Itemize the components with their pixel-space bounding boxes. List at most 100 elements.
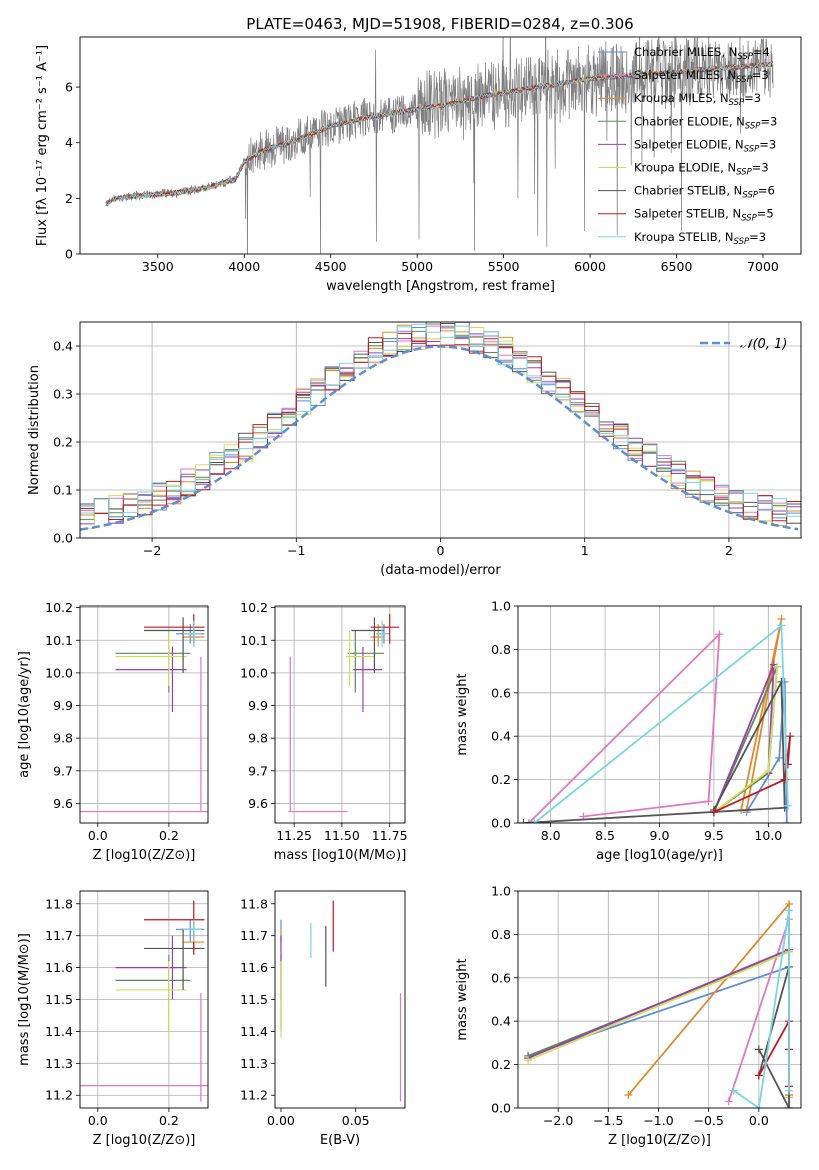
y-axis-label: mass weight <box>455 673 470 755</box>
axes-frame <box>517 890 802 1109</box>
legend-entry: Salpeter STELIB, NSSP=5 <box>634 207 774 224</box>
y-axis-label: Normed distribution <box>27 365 42 495</box>
x-axis-label: Z [log10(Z/Z⊙)] <box>608 1133 711 1148</box>
weight-line <box>758 966 790 1108</box>
y-tick-label: 0 <box>65 247 73 262</box>
weight-line <box>523 678 786 823</box>
y-tick-label: 1.0 <box>491 884 511 899</box>
axes-frame <box>517 605 802 824</box>
plot-area <box>105 37 774 254</box>
panel-weight_vs_age: 8.0 8.5 9.0 9.5 10.0 0.0 0.2 0.4 0.6 0.8 1.0 age [l… <box>455 599 802 863</box>
x-tick-label: −2 <box>143 543 161 558</box>
x-axis-label: Z [log10(Z/Z⊙)] <box>93 1133 196 1148</box>
y-axis-label: mass [log10(M/M⊙)] <box>17 933 32 1066</box>
axes-frame <box>274 890 406 1109</box>
y-tick-label: 11.3 <box>240 1056 268 1071</box>
y-tick-label: 9.9 <box>248 698 268 713</box>
x-axis-label: E(B-V) <box>320 1133 360 1148</box>
weight-marker <box>784 1104 793 1108</box>
observed-spectrum <box>105 37 774 254</box>
axes-frame <box>79 890 209 1109</box>
panel-spectrum: 3500 4000 4500 5000 5500 6000 6500 7000 0 2 4 6 wave… <box>35 36 802 294</box>
x-tick-label: 0 <box>437 543 445 558</box>
weight-marker <box>782 819 791 823</box>
legend-entry: Kroupa STELIB, NSSP=3 <box>634 230 766 247</box>
axes-frame <box>79 321 802 539</box>
x-tick-label: 11.50 <box>324 828 360 843</box>
y-tick-label: 0.4 <box>491 1014 511 1029</box>
y-tick-label: 11.6 <box>45 960 73 975</box>
y-tick-label: 0.6 <box>491 970 511 985</box>
y-tick-label: 11.4 <box>240 1024 268 1039</box>
x-tick-label: 11.75 <box>372 828 408 843</box>
x-axis-label: (data-model)/error <box>380 563 501 578</box>
y-tick-label: 0.2 <box>53 435 73 450</box>
y-tick-label: 11.8 <box>45 896 73 911</box>
weight-marker <box>729 1086 738 1095</box>
x-tick-label: 8.5 <box>595 828 615 843</box>
weight-marker <box>786 732 795 741</box>
y-tick-label: 10.0 <box>45 665 73 680</box>
x-tick-label: 4500 <box>315 259 347 274</box>
weight-marker <box>754 1104 763 1108</box>
weight-marker <box>724 1097 733 1106</box>
plot-area <box>280 900 402 1102</box>
y-tick-label: 9.8 <box>248 731 268 746</box>
legend-entry: 𝒩(0, 1) <box>740 337 787 352</box>
y-tick-label: 0.8 <box>491 927 511 942</box>
weight-line <box>733 910 790 1108</box>
weight-marker <box>783 801 792 810</box>
y-tick-label: 1.0 <box>491 599 511 614</box>
y-tick-label: 2 <box>65 191 73 206</box>
y-tick-label: 11.5 <box>45 992 73 1007</box>
x-tick-label: 11.25 <box>276 828 312 843</box>
weight-marker <box>530 819 539 823</box>
y-tick-label: 11.7 <box>240 928 268 943</box>
y-tick-label: 4 <box>65 135 73 150</box>
x-tick-label: 7000 <box>747 259 779 274</box>
y-tick-label: 0.1 <box>53 483 73 498</box>
x-tick-label: 9.0 <box>650 828 670 843</box>
x-tick-label: 0.00 <box>267 1113 295 1128</box>
x-tick-label: 0.0 <box>88 828 108 843</box>
y-tick-label: 11.4 <box>45 1024 73 1039</box>
y-tick-label: 10.2 <box>45 600 73 615</box>
y-tick-label: 11.6 <box>240 960 268 975</box>
weight-marker <box>704 797 713 806</box>
x-tick-label: −0.5 <box>693 1113 723 1128</box>
y-tick-label: 10.1 <box>240 633 268 648</box>
x-tick-label: 2 <box>725 543 733 558</box>
legend-entry: Chabrier MILES, NSSP=4 <box>634 45 770 62</box>
axes-frame <box>79 36 802 255</box>
x-tick-label: −1.0 <box>643 1113 673 1128</box>
y-tick-label: 10.2 <box>240 600 268 615</box>
x-tick-label: 5500 <box>488 259 520 274</box>
weight-marker <box>764 766 773 775</box>
x-tick-label: 0.2 <box>159 828 179 843</box>
x-axis-label: wavelength [Angstrom, rest frame] <box>326 279 555 294</box>
x-tick-label: 1 <box>581 543 589 558</box>
y-tick-label: 9.7 <box>248 763 268 778</box>
weight-line <box>528 631 721 823</box>
weight-marker <box>754 1045 763 1054</box>
x-tick-label: 0.2 <box>159 1113 179 1128</box>
x-tick-label: 6500 <box>661 259 693 274</box>
weight-marker <box>784 906 793 915</box>
model-spectrum <box>105 61 774 203</box>
panel-mass_vs_Z: 0.0 0.2 11.2 11.3 11.4 11.5 11.6 11.7 11.8 Z [log… <box>17 890 209 1148</box>
panel-residuals: −2 −1 0 1 2 0.0 0.1 0.2 0.3 0.4 (data-model)/error… <box>27 321 802 578</box>
plot-area <box>80 606 208 823</box>
y-tick-label: 9.7 <box>53 763 73 778</box>
axes-frame <box>274 605 406 824</box>
x-tick-label: −1 <box>287 543 305 558</box>
panel-age_vs_mass: 11.25 11.50 11.75 9.6 9.7 9.8 9.9 10.0 10.1 10.2 m… <box>240 600 407 863</box>
y-tick-label: 0.3 <box>53 387 73 402</box>
legend-entry: Chabrier STELIB, NSSP=6 <box>634 184 775 201</box>
y-tick-label: 0.6 <box>491 685 511 700</box>
y-tick-label: 0.4 <box>53 339 73 354</box>
x-tick-label: 0.0 <box>88 1113 108 1128</box>
panel-weight_vs_Z: −2.0 −1.5 −1.0 −0.5 0.0 0.0 0.2 0.4 0.6 0.8 1.0 Z [… <box>455 884 802 1148</box>
normal-curve <box>80 345 799 531</box>
y-tick-label: 0.0 <box>491 1101 511 1116</box>
y-tick-label: 0.2 <box>491 1057 511 1072</box>
